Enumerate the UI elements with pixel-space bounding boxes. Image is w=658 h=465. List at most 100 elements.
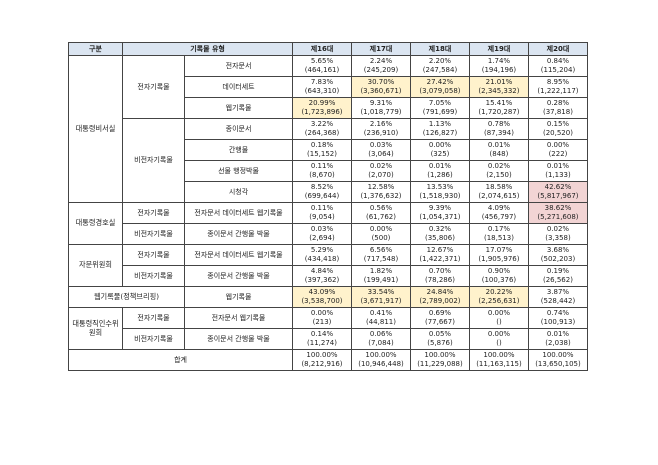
count: (848) [489, 150, 509, 158]
percent: 0.00% [546, 141, 570, 150]
value-cell: 0.01% (848) [468, 139, 529, 161]
count: (5,271,608) [537, 213, 579, 221]
record-type: 종이문서 [183, 118, 294, 140]
data-row: 간행물 0.18% (15,152) 0.03% (3,064) 0.00% (325) 0.… [69, 139, 589, 161]
percent: 27.42% [426, 78, 454, 87]
count: (699,644) [304, 192, 340, 200]
record-type: 전자문서 [183, 55, 294, 77]
count: () [496, 318, 502, 326]
value-cell: 2.16% (236,910) [351, 118, 411, 140]
count: (264,368) [304, 129, 340, 137]
count: (11,163,115) [476, 360, 522, 368]
percent: 0.00% [310, 309, 334, 318]
count: (8,212,916) [301, 360, 343, 368]
percent: 33.54% [367, 288, 395, 297]
subgroup-name: 비전자기록물 [122, 265, 185, 287]
count: (213) [312, 318, 332, 326]
count: (2,074,615) [478, 192, 520, 200]
count: (115,204) [540, 66, 576, 74]
percent: 6.56% [369, 246, 393, 255]
record-type: 종이문서 간행물 박물 [183, 223, 294, 245]
value-cell: 30.70% (3,360,671) [351, 76, 411, 98]
count: (502,203) [540, 255, 576, 263]
value-cell: 9.31% (1,018,779) [351, 97, 411, 119]
percent: 15.41% [485, 99, 513, 108]
header-row: 구분 기록물 유형 제16대 제17대 제18대 제19대 제20대 [68, 42, 589, 56]
count: (325) [430, 150, 450, 158]
count: (35,806) [424, 234, 455, 242]
value-cell: 8.52% (699,644) [292, 181, 352, 203]
count: (11,229,088) [417, 360, 463, 368]
count: (77,667) [424, 318, 455, 326]
value-cell: 1.13% (126,827) [409, 118, 470, 140]
header-cell: 제19대 [468, 42, 529, 56]
percent: 1.13% [428, 120, 452, 129]
count: (9,054) [309, 213, 335, 221]
value-cell: 7.83% (643,310) [292, 76, 352, 98]
subgroup-name: 전자기록물 [122, 55, 185, 119]
percent: 0.14% [310, 330, 334, 339]
percent: 17.07% [485, 246, 513, 255]
percent: 0.00% [487, 309, 511, 318]
value-cell: 3.68% (502,203) [527, 244, 589, 266]
value-cell: 0.00% (213) [292, 307, 352, 329]
percent: 0.02% [487, 162, 511, 171]
value-cell: 0.02% (2,150) [468, 160, 529, 182]
count: (100,913) [540, 318, 576, 326]
percent: 12.58% [367, 183, 395, 192]
value-cell: 0.11% (8,670) [292, 160, 352, 182]
data-row: 비전자기록물 종이문서 3.22% (264,368) 2.16% (236,910) 1.… [69, 118, 589, 203]
percent: 100.00% [542, 351, 574, 360]
percent: 0.90% [487, 267, 511, 276]
count: (61,762) [366, 213, 396, 221]
count: (126,827) [422, 129, 458, 137]
count: (26,562) [542, 276, 573, 284]
count: (18,513) [483, 234, 514, 242]
record-type: 선물 행정박물 [183, 160, 294, 182]
count: (643,310) [304, 87, 340, 95]
count: (100,376) [481, 276, 517, 284]
count: (1,376,632) [360, 192, 402, 200]
value-cell: 0.11% (9,054) [292, 202, 352, 224]
percent: 0.00% [369, 225, 393, 234]
percent: 0.11% [310, 204, 334, 213]
percent: 0.05% [428, 330, 452, 339]
count: (2,789,002) [419, 297, 461, 305]
value-cell: 0.00% (325) [409, 139, 470, 161]
value-cell: 2.20% (247,584) [409, 55, 470, 77]
value-cell: 0.28% (37,818) [527, 97, 589, 119]
value-cell: 13.53% (1,518,930) [409, 181, 470, 203]
count: (2,038) [545, 339, 571, 347]
value-cell: 1.82% (199,491) [351, 265, 411, 287]
count: (1,286) [427, 171, 453, 179]
percent: 9.31% [369, 99, 393, 108]
value-cell: 0.00%() [468, 328, 529, 350]
percent: 8.52% [310, 183, 334, 192]
subgroup-name: 비전자기록물 [122, 223, 185, 245]
value-cell: 9.39% (1,054,371) [409, 202, 470, 224]
subgroup-name: 비전자기록물 [122, 118, 185, 203]
count: (464,161) [304, 66, 340, 74]
data-row: 대통령직인수위원회 전자기록물 전자문서 웹기록물 0.00% (213) 0.41% (4… [68, 307, 589, 350]
header-cell: 제18대 [409, 42, 470, 56]
value-cell: 43.09% (3,538,700) [292, 286, 352, 308]
percent: 3.22% [310, 120, 334, 129]
count: (245,209) [363, 66, 399, 74]
count: (528,442) [540, 297, 576, 305]
value-cell: 4.84% (397,362) [292, 265, 352, 287]
percent: 3.87% [546, 288, 570, 297]
value-cell: 5.29% (434,418) [292, 244, 352, 266]
subgroup-name: 전자기록물 [122, 202, 185, 224]
percent: 0.84% [546, 57, 570, 66]
count: (3,671,917) [360, 297, 402, 305]
data-row: 자문위원회 전자기록물 전자문서 데이터세트 웹기록물 5.29% (434,418) 6… [68, 244, 589, 287]
percent: 0.70% [428, 267, 452, 276]
percent: 0.15% [546, 120, 570, 129]
count: (717,548) [363, 255, 399, 263]
percent: 42.62% [544, 183, 572, 192]
percent: 18.58% [485, 183, 513, 192]
table-header: 구분 기록물 유형 제16대 제17대 제18대 제19대 제20대 [68, 42, 589, 56]
data-row: 대통령경호실 전자기록물 전자문서 데이터세트 웹기록물 0.11% (9,054) 0.… [68, 202, 589, 245]
record-type: 데이터세트 [183, 76, 294, 98]
